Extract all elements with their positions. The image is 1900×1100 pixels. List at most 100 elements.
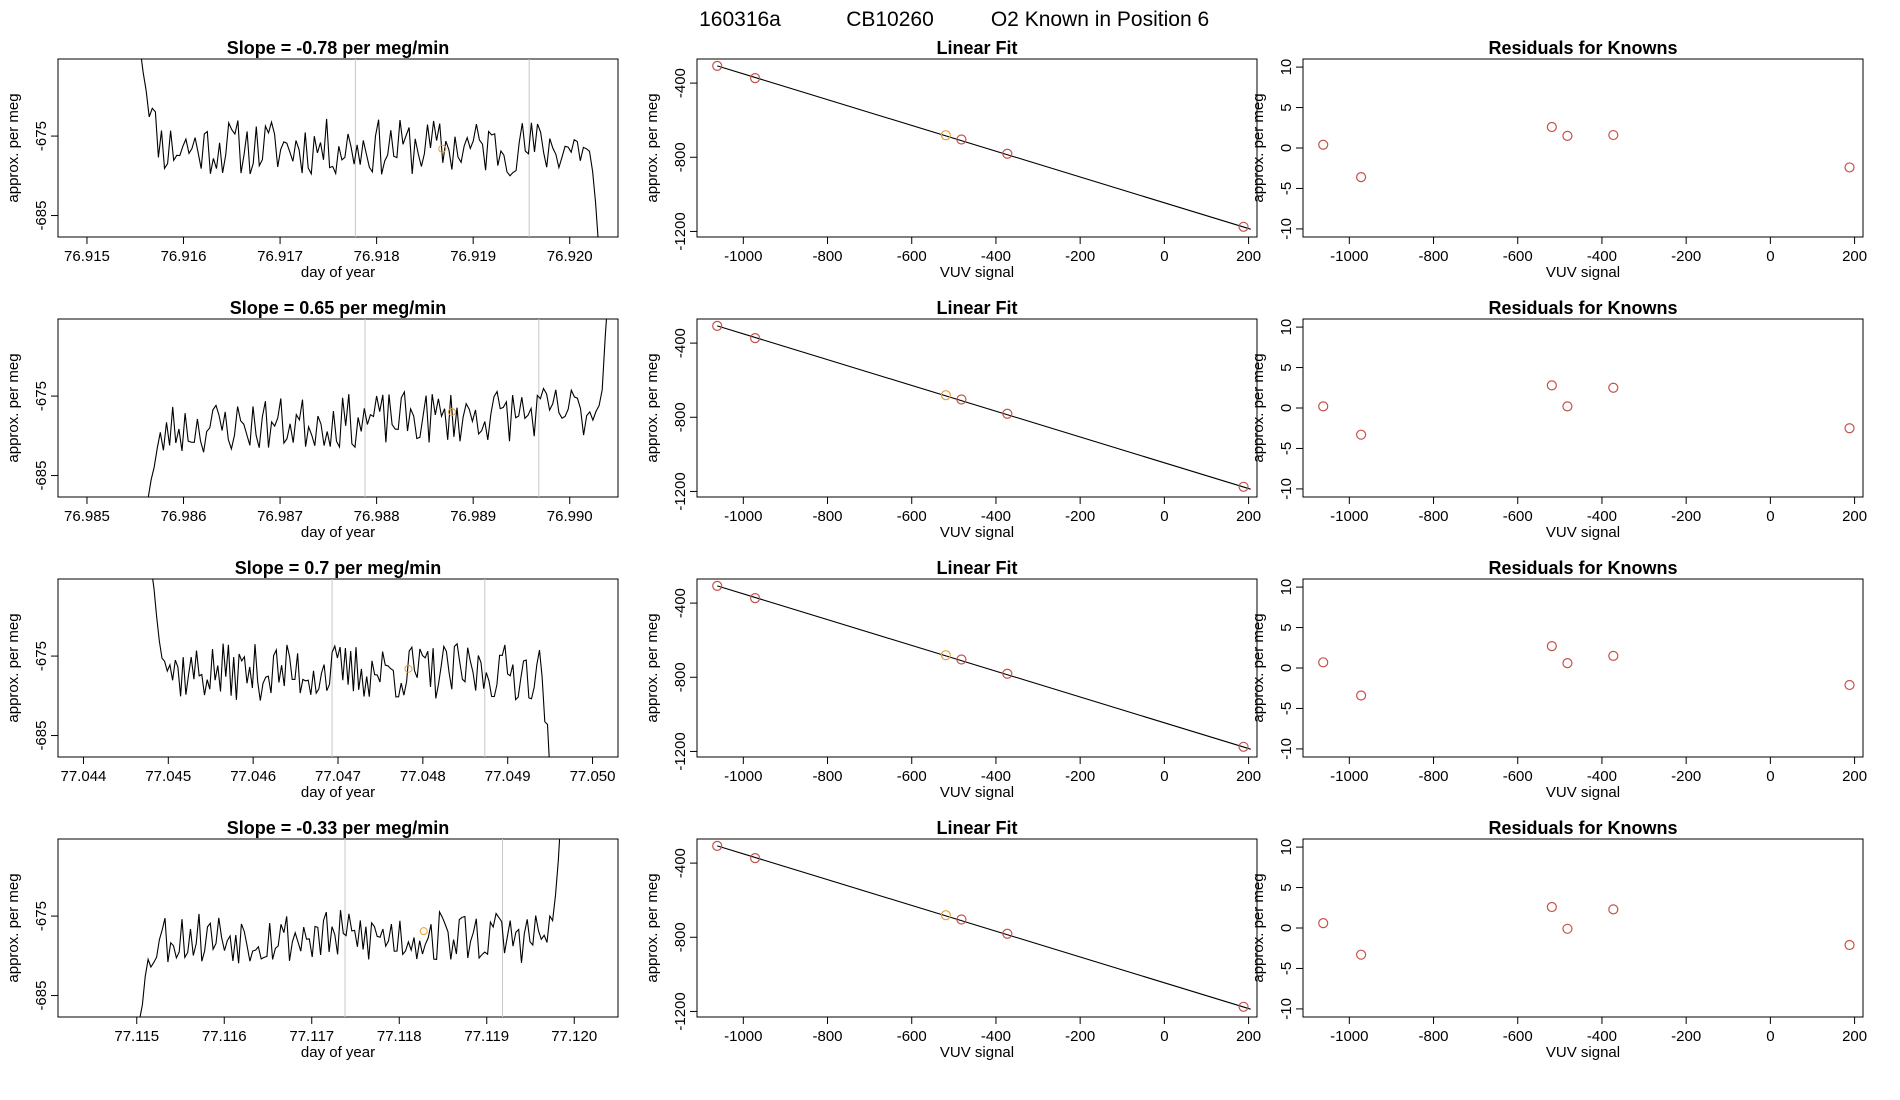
plot-frame	[696, 838, 1258, 1018]
panel-title: Residuals for Knowns	[1488, 558, 1677, 578]
x-tick-label: 76.918	[354, 248, 400, 265]
y-tick-label: -800	[672, 402, 689, 432]
x-tick-label: 76.920	[547, 248, 593, 265]
y-axis-label: approx. per meg	[1250, 93, 1267, 202]
panel-title: Slope = -0.33 per meg/min	[227, 818, 450, 838]
panel-title: Residuals for Knowns	[1488, 298, 1677, 318]
y-tick-label: 10	[1278, 839, 1295, 856]
plot-area	[1318, 901, 1855, 960]
data-point	[712, 840, 723, 851]
y-tick-label: -1200	[672, 992, 689, 1030]
data-point	[750, 592, 761, 604]
y-axis-label: approx. per meg	[5, 873, 22, 982]
x-tick-label: 76.917	[257, 248, 303, 265]
panel-title: Linear Fit	[936, 38, 1017, 58]
x-tick-label: -600	[897, 248, 927, 265]
fit-line	[717, 325, 1251, 490]
data-point	[1844, 939, 1855, 951]
x-tick-label: -400	[1587, 768, 1617, 785]
data-point	[1562, 401, 1573, 412]
plot-area	[140, 59, 599, 237]
x-tick-label: -1000	[1330, 248, 1368, 265]
data-point	[1546, 380, 1557, 391]
x-tick-label: -200	[1671, 1028, 1701, 1045]
figure-title: 160316a CB10260 O2 Known in Position 6	[699, 8, 1209, 31]
y-tick-label: -5	[1278, 442, 1295, 455]
x-tick-label: -600	[1503, 768, 1533, 785]
x-tick-label: -800	[813, 508, 843, 525]
x-tick-label: -1000	[1330, 1028, 1368, 1045]
y-tick-label: -10	[1278, 478, 1295, 500]
data-point	[1356, 429, 1367, 440]
plot-area	[1318, 641, 1855, 701]
x-tick-label: 77.044	[61, 768, 107, 785]
fit-line	[717, 585, 1251, 750]
x-tick-label: 0	[1160, 248, 1168, 265]
x-tick-label: -600	[897, 508, 927, 525]
x-tick-label: 76.989	[450, 508, 496, 525]
plot-area	[712, 580, 1251, 752]
data-point	[1238, 481, 1249, 492]
panel-12: Residuals for Knowns-1000 -800 -600 -400 -20…	[1250, 818, 1867, 1061]
plot-area	[712, 60, 1251, 232]
data-point	[1002, 668, 1013, 679]
x-tick-label: 76.985	[64, 508, 110, 525]
x-tick-label: 77.120	[551, 1028, 597, 1045]
data-point	[1356, 172, 1367, 183]
x-tick-label: -1000	[724, 768, 762, 785]
y-axis-label: approx. per meg	[1250, 873, 1267, 982]
x-tick-label: 77.119	[464, 1028, 509, 1045]
x-tick-label: 0	[1160, 768, 1168, 785]
x-tick-label: -1000	[1330, 768, 1368, 785]
y-axis-label: approx. per meg	[1250, 613, 1267, 722]
plot-frame	[57, 838, 619, 1018]
x-tick-label: -600	[1503, 248, 1533, 265]
x-tick-label: 200	[1842, 248, 1867, 265]
x-axis-label: VUV signal	[1546, 1044, 1620, 1061]
x-axis-label: day of year	[301, 1044, 375, 1061]
panel-title: Slope = 0.7 per meg/min	[235, 558, 442, 578]
data-point	[1844, 162, 1855, 173]
series-line	[147, 319, 608, 497]
y-tick-label: -1200	[672, 212, 689, 250]
x-axis-label: day of year	[301, 264, 375, 281]
panel-11: Linear Fit -1000 -800 -600 -400 -200 0 200 -400 -…	[644, 818, 1261, 1061]
y-axis-label: approx. per meg	[644, 93, 661, 202]
x-tick-label: -1000	[724, 1028, 762, 1045]
y-axis-label: approx. per meg	[5, 353, 22, 462]
x-tick-label: -600	[897, 1028, 927, 1045]
y-tick-label: -685	[33, 721, 50, 751]
y-tick-label: -685	[33, 201, 50, 231]
data-point	[1608, 129, 1619, 141]
x-tick-label: -200	[1065, 1028, 1095, 1045]
highlight-point	[404, 664, 413, 673]
y-tick-label: -675	[33, 381, 50, 411]
fit-line	[717, 65, 1251, 230]
x-tick-label: -200	[1065, 248, 1095, 265]
x-axis-label: VUV signal	[940, 784, 1014, 801]
x-tick-label: -200	[1065, 508, 1095, 525]
panel-3: Residuals for Knowns-1000 -800 -600 -400 -20…	[1250, 38, 1867, 281]
x-tick-label: 200	[1236, 1028, 1261, 1045]
x-tick-label: 200	[1842, 1028, 1867, 1045]
y-tick-label: -1200	[672, 472, 689, 510]
y-tick-label: -5	[1278, 702, 1295, 715]
x-tick-label: -1000	[724, 248, 762, 265]
x-tick-label: 200	[1236, 768, 1261, 785]
highlight-point	[940, 650, 951, 661]
x-tick-label: 76.988	[354, 508, 400, 525]
data-point	[1562, 923, 1573, 934]
data-point	[1002, 148, 1013, 159]
y-tick-label: 10	[1278, 59, 1295, 76]
panel-title: Slope = -0.78 per meg/min	[227, 38, 450, 58]
highlight-point	[438, 144, 447, 153]
plot-frame	[57, 578, 619, 758]
x-tick-label: -800	[813, 1028, 843, 1045]
data-point	[1608, 904, 1619, 915]
x-axis-label: day of year	[301, 784, 375, 801]
y-axis-label: approx. per meg	[1250, 353, 1267, 462]
data-point	[750, 332, 761, 344]
y-axis-label: approx. per meg	[5, 93, 22, 202]
y-tick-label: -685	[33, 981, 50, 1011]
panel-1: Slope = -0.78 per meg/min 76.915 76.916 76.…	[5, 38, 619, 281]
